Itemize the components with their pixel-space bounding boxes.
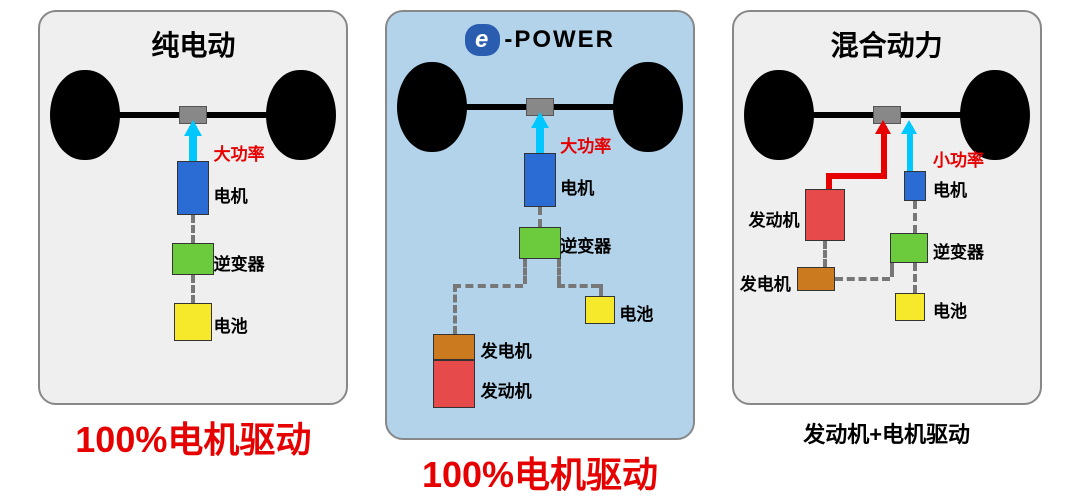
epower-logo: e-POWER xyxy=(395,24,685,56)
generator-label: 发电机 xyxy=(481,337,532,362)
inverter-comp xyxy=(172,243,214,275)
motor-label: 电机 xyxy=(560,174,594,199)
dashed-motor-inv xyxy=(913,201,917,233)
wheel-left-icon xyxy=(397,62,467,152)
battery-comp xyxy=(895,293,925,321)
battery-comp xyxy=(585,296,615,324)
battery-label: 电池 xyxy=(619,300,653,325)
dashed-motor-inverter xyxy=(191,215,195,243)
wheel-left-icon xyxy=(50,70,120,160)
dashed-inv-right-h xyxy=(557,284,599,288)
motor-comp xyxy=(904,171,926,201)
wheel-right-icon xyxy=(613,62,683,152)
dashed-inv-right-v2 xyxy=(599,284,603,296)
engine-label: 发动机 xyxy=(481,377,532,402)
engine-arrow-head xyxy=(875,120,891,134)
inverter-label: 逆变器 xyxy=(560,232,611,257)
generator-label: 发电机 xyxy=(740,270,791,295)
panel-epower: e-POWER 大功率 电机 逆变器 电池 发电机 xyxy=(385,10,695,440)
diagram-area: 大功率 电机 逆变器 电池 xyxy=(48,170,338,430)
dashed-motor-inverter xyxy=(538,207,542,227)
diagram-area: 大功率 电机 逆变器 电池 发电机 发动机 xyxy=(395,162,685,452)
dashed-inv-left-h xyxy=(453,284,523,288)
engine-comp xyxy=(805,189,845,241)
dashed-eng-gen xyxy=(823,241,827,267)
battery-label: 电池 xyxy=(933,297,967,322)
motor-arrow-head xyxy=(901,120,917,134)
dashed-inv-left-v2 xyxy=(453,284,457,334)
dashed-gen-inv-h xyxy=(835,277,890,281)
epower-text: -POWER xyxy=(504,26,615,53)
power-label: 小功率 xyxy=(933,146,984,171)
power-arrow-head xyxy=(531,112,549,128)
panel-hybrid: 混合动力 发动机 小功率 电机 发电机 逆变器 xyxy=(732,10,1042,405)
wheel-left-icon xyxy=(744,70,814,160)
generator-comp xyxy=(433,334,475,360)
power-arrow-head xyxy=(184,120,202,136)
panel-caption: 100%电机驱动 xyxy=(40,411,346,463)
epower-e-badge: e xyxy=(465,24,500,56)
inverter-label: 逆变器 xyxy=(214,250,265,275)
dashed-gen-inv-v xyxy=(890,263,894,277)
inverter-label: 逆变器 xyxy=(933,238,984,263)
diagram-area: 发动机 小功率 电机 发电机 逆变器 电池 xyxy=(742,170,1032,430)
motor-label: 电机 xyxy=(933,176,967,201)
engine-arrow-shaft-h xyxy=(826,173,887,179)
panel-caption: 发动机+电机驱动 xyxy=(734,417,1040,449)
inverter-comp xyxy=(519,227,561,259)
motor-comp xyxy=(177,161,209,215)
dashed-inv-batt xyxy=(913,263,917,293)
power-label: 大功率 xyxy=(560,132,611,157)
dashed-inv-left-v xyxy=(523,259,527,284)
battery-label: 电池 xyxy=(214,312,248,337)
engine-label: 发动机 xyxy=(748,206,799,231)
engine-comp xyxy=(433,360,475,408)
battery-comp xyxy=(174,303,212,341)
panel-title: 纯电动 xyxy=(48,24,338,64)
motor-comp xyxy=(524,153,556,207)
panel-pure-ev: 纯电动 大功率 电机 逆变器 电池 100%电机驱动 xyxy=(38,10,348,405)
dashed-inv-right-v xyxy=(557,259,561,284)
dashed-inverter-battery xyxy=(191,275,195,303)
motor-label: 电机 xyxy=(214,182,248,207)
generator-comp xyxy=(797,267,835,291)
power-label: 大功率 xyxy=(214,140,265,165)
panel-title: 混合动力 xyxy=(742,24,1032,64)
inverter-comp xyxy=(890,233,928,263)
wheel-right-icon xyxy=(266,70,336,160)
engine-arrow-shaft-v2 xyxy=(826,173,832,189)
panel-caption: 100%电机驱动 xyxy=(387,446,693,498)
